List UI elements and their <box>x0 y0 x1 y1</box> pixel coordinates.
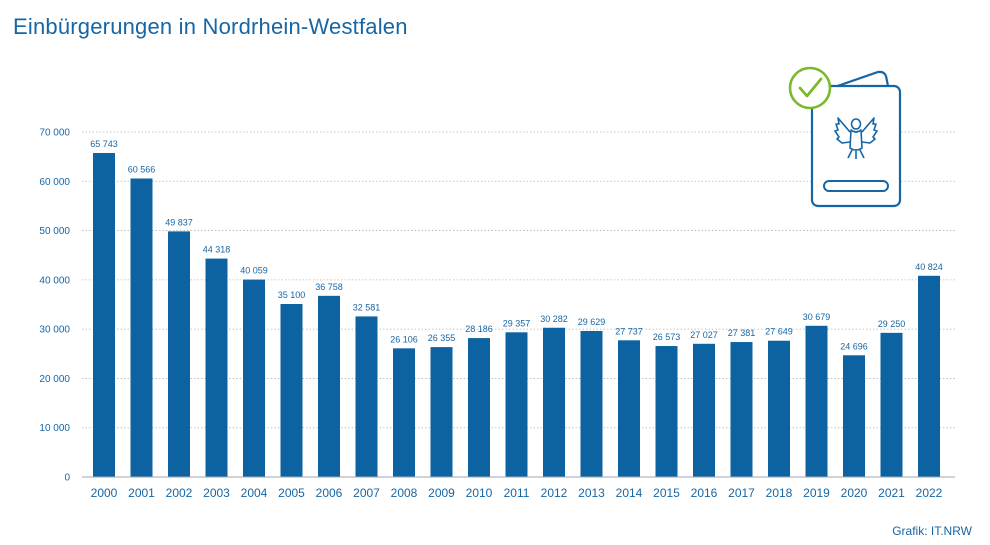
bar-2013 <box>580 330 603 477</box>
x-tick-label-2004: 2004 <box>241 486 268 500</box>
bar-2005 <box>280 304 303 477</box>
data-label-2007: 32 581 <box>353 302 381 312</box>
x-tick-label-2015: 2015 <box>653 486 680 500</box>
data-label-2005: 35 100 <box>278 290 306 300</box>
x-tick-label-2000: 2000 <box>91 486 118 500</box>
data-label-2006: 36 758 <box>315 282 343 292</box>
data-label-2001: 60 566 <box>128 164 156 174</box>
data-label-2020: 24 696 <box>840 341 868 351</box>
bar-2000 <box>93 152 115 477</box>
y-tick-label: 20 000 <box>39 374 70 385</box>
bar-2012 <box>543 327 565 477</box>
y-tick-label: 30 000 <box>39 325 70 336</box>
x-tick-label-2013: 2013 <box>578 486 605 500</box>
x-tick-label-2017: 2017 <box>728 486 755 500</box>
bar-2011 <box>505 332 528 477</box>
x-tick-label-2011: 2011 <box>504 486 530 500</box>
x-tick-label-2006: 2006 <box>316 486 343 500</box>
x-tick-label-2005: 2005 <box>278 486 305 500</box>
data-label-2000: 65 743 <box>90 139 118 149</box>
data-label-2004: 40 059 <box>240 266 268 276</box>
data-label-2018: 27 649 <box>765 327 793 337</box>
eagle-icon <box>834 117 878 159</box>
bar-2009 <box>430 347 453 477</box>
bars <box>93 152 940 477</box>
bar-2021 <box>880 332 903 477</box>
y-tick-label: 70 000 <box>39 128 70 139</box>
x-tick-label-2007: 2007 <box>353 486 380 500</box>
x-tick-label-2016: 2016 <box>691 486 718 500</box>
bar-2004 <box>243 279 265 477</box>
bar-2002 <box>168 231 190 477</box>
x-tick-label-2010: 2010 <box>466 486 493 500</box>
x-tick-label-2022: 2022 <box>916 486 943 500</box>
data-label-2016: 27 027 <box>690 330 718 340</box>
y-axis-ticks: 0 10 000 20 000 30 000 40 000 50 000 60 000 70 … <box>39 128 70 484</box>
bar-2015 <box>655 346 678 477</box>
bar-2022 <box>918 275 940 477</box>
bar-2019 <box>805 325 828 477</box>
source-credit: Grafik: IT.NRW <box>892 524 972 538</box>
x-tick-label-2008: 2008 <box>391 486 418 500</box>
data-label-2011: 29 357 <box>503 318 531 328</box>
x-tick-label-2002: 2002 <box>166 486 193 500</box>
data-labels: 65 743 60 566 49 837 44 318 40 059 35 100 36 7… <box>90 139 943 351</box>
y-tick-label: 10 000 <box>39 423 70 434</box>
passport-icon <box>788 66 902 208</box>
bar-2016 <box>693 343 715 477</box>
data-label-2009: 26 355 <box>428 333 456 343</box>
x-tick-label-2021: 2021 <box>878 486 905 500</box>
data-label-2015: 26 573 <box>653 332 681 342</box>
data-label-2019: 30 679 <box>803 312 831 322</box>
data-label-2003: 44 318 <box>203 245 231 255</box>
chart-title: Einbürgerungen in Nordrhein-Westfalen <box>13 14 408 39</box>
x-tick-label-2003: 2003 <box>203 486 230 500</box>
checkmark-icon <box>798 77 823 98</box>
data-label-2002: 49 837 <box>165 217 193 227</box>
data-label-2008: 26 106 <box>390 334 418 344</box>
bar-2007 <box>355 316 378 477</box>
bar-2018 <box>768 340 790 477</box>
bar-2014 <box>618 340 640 477</box>
x-tick-label-2018: 2018 <box>766 486 793 500</box>
data-label-2021: 29 250 <box>878 319 906 329</box>
x-tick-label-2020: 2020 <box>841 486 868 500</box>
x-tick-label-2019: 2019 <box>803 486 830 500</box>
bar-2001 <box>130 178 153 477</box>
data-label-2014: 27 737 <box>615 326 643 336</box>
data-label-2010: 28 186 <box>465 324 493 334</box>
x-axis-ticks: 2000 2001 2002 2003 2004 2005 2006 2007 2008 2009… <box>91 486 943 500</box>
y-tick-label: 0 <box>64 473 70 484</box>
data-label-2022: 40 824 <box>915 262 943 272</box>
y-tick-label: 60 000 <box>39 177 70 188</box>
bar-2006 <box>318 295 340 477</box>
bar-2010 <box>468 338 490 477</box>
bar-2017 <box>730 342 753 477</box>
y-tick-label: 50 000 <box>39 226 70 237</box>
x-tick-label-2001: 2001 <box>128 486 155 500</box>
x-tick-label-2012: 2012 <box>541 486 568 500</box>
data-label-2017: 27 381 <box>728 328 756 338</box>
y-tick-label: 40 000 <box>39 275 70 286</box>
data-label-2013: 29 629 <box>578 317 606 327</box>
x-tick-label-2009: 2009 <box>428 486 455 500</box>
bar-2003 <box>205 258 228 477</box>
bar-2020 <box>843 355 865 477</box>
data-label-2012: 30 282 <box>540 314 568 324</box>
x-tick-label-2014: 2014 <box>616 486 643 500</box>
bar-2008 <box>393 348 415 477</box>
